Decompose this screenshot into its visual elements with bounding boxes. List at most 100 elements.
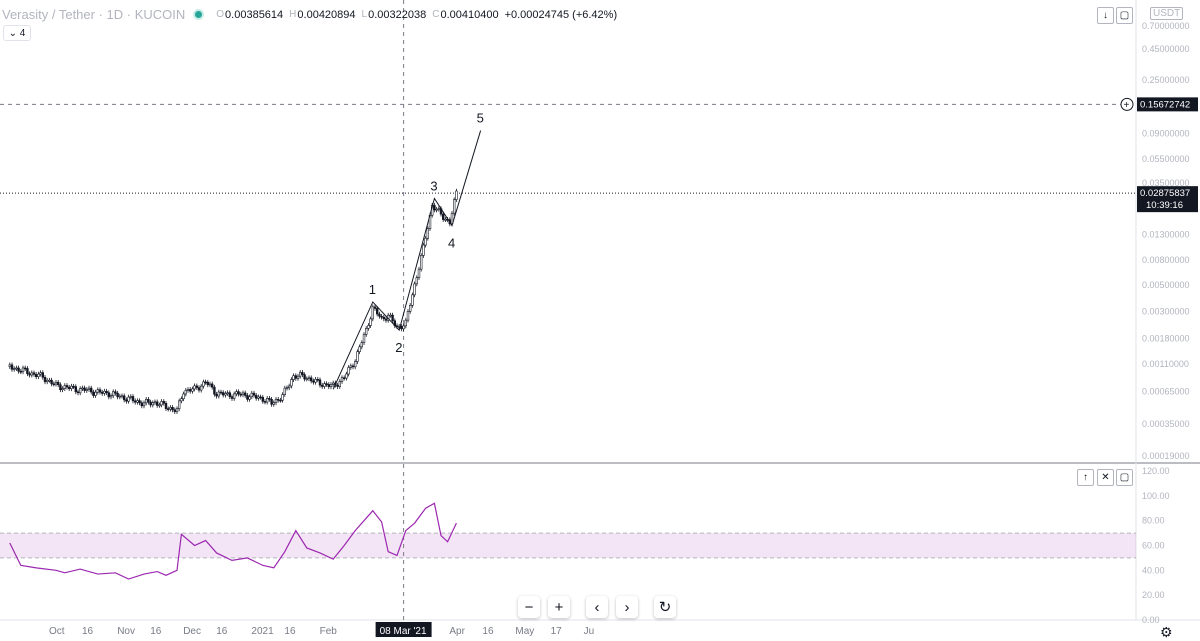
rsi-axis-label: 120.00 [1142,466,1170,476]
candle [244,392,247,396]
candle [380,315,383,318]
candle [307,377,311,380]
candle [68,386,71,389]
candle [424,237,427,246]
maximize-pane-button[interactable]: ▢ [1116,7,1133,24]
candle [87,387,91,390]
symbol-title[interactable]: Verasity / Tether · 1D · KUCOIN [2,7,186,22]
candle [415,277,418,285]
crosshair-price-tag [1137,97,1198,112]
arrow-down-icon: ↓ [1103,9,1108,21]
candle [228,392,231,397]
candle [30,372,33,376]
scroll-right-button[interactable]: › [616,596,638,618]
time-axis-label: Apr [449,626,465,637]
candle [103,390,106,394]
candle [70,385,73,389]
candle [342,377,346,380]
zoom-in-button[interactable]: + [548,596,570,618]
candle [149,401,152,406]
candle [61,388,64,391]
candle [96,389,100,393]
candle [39,372,42,375]
candle [268,398,271,400]
candle [72,385,75,388]
zoom-out-button[interactable]: − [518,596,540,618]
candle [101,391,104,394]
candle [26,368,29,375]
candle [235,391,238,395]
candle [162,401,165,404]
candle [246,395,249,400]
candle [413,283,416,296]
maximize-icon: ▢ [1119,9,1130,21]
time-axis-label: 16 [284,626,296,637]
reset-chart-button[interactable]: ↻ [654,596,676,618]
candle [305,378,308,381]
candle [285,387,289,390]
candle [250,392,253,398]
candle [435,208,438,211]
price-axis-label: 0.00800000 [1142,255,1190,265]
currency-badge[interactable]: USDT [1150,7,1184,20]
candle [211,383,214,388]
plus-icon: + [554,598,564,616]
candle [303,374,306,380]
arrow-up-icon: ↑ [1083,471,1088,483]
candle [193,385,196,390]
candle [85,389,89,391]
candle [28,373,31,376]
candle [340,377,344,382]
time-axis-label: Feb [320,626,338,637]
open-key: O [216,9,225,20]
candle [382,316,385,320]
rsi-line [9,502,457,580]
candle [116,392,119,398]
low-value: 0.00322038 [368,8,427,21]
chart-header: Verasity / Tether · 1D · KUCOIN O 0.00385… [2,7,623,22]
maximize-rsi-pane-button[interactable]: ▢ [1116,469,1133,486]
candle [13,368,16,370]
candle [94,391,97,396]
candle [173,409,176,412]
candle [419,255,423,270]
candle [287,385,291,389]
candle [160,401,163,406]
last-price-tag [1137,186,1198,213]
candle [270,399,273,405]
settings-gear-icon[interactable]: ⚙ [1160,624,1173,640]
move-pane-up-button[interactable]: ↑ [1077,469,1094,486]
scroll-left-button[interactable]: ‹ [586,596,608,618]
candle [391,314,394,322]
candle [19,370,22,373]
candle [351,365,355,368]
candle [426,228,429,239]
candle [400,326,403,330]
candle [406,311,410,321]
candle [433,204,436,211]
indicators-toggle-button[interactable]: ⌄ 4 [3,25,31,41]
candle [59,384,62,391]
candle [248,396,251,400]
candle [441,213,445,220]
candle [259,396,262,399]
candle [50,379,53,385]
candle [186,389,190,391]
candle [257,396,260,399]
candle [292,375,295,380]
candle [112,391,115,397]
candle [169,407,172,410]
candle [15,367,18,370]
candle [145,399,148,404]
close-pane-button[interactable]: ✕ [1097,469,1114,486]
countdown-label: 10:39:16 [1146,200,1183,211]
candle [314,378,317,383]
candle [191,388,194,392]
candle [120,395,124,398]
candle [455,190,458,200]
candle [252,392,256,396]
candle [208,383,212,386]
chevron-left-icon: ‹ [594,598,600,616]
scroll-down-button[interactable]: ↓ [1097,7,1114,24]
